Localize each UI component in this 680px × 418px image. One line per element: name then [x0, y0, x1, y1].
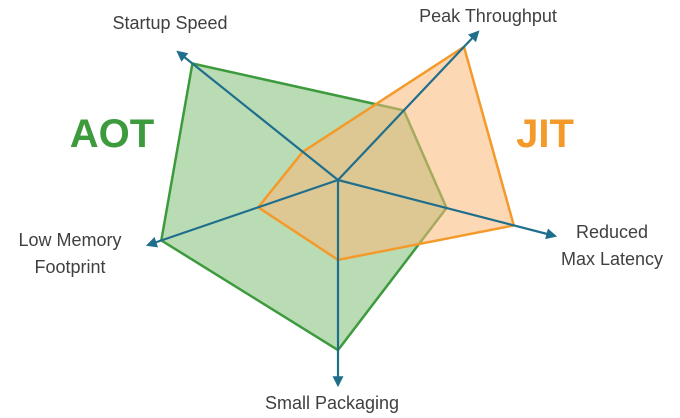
axis-line [176, 50, 339, 181]
axis-label-line: Reduced [576, 222, 648, 242]
axis-line [145, 178, 339, 248]
series-polygon-jit [256, 44, 516, 262]
axis-label: Low Memory Footprint [18, 230, 121, 277]
axis-line [337, 30, 480, 181]
axis-label-line: Small Packaging [265, 393, 399, 413]
axis-label-line: Max Latency [561, 249, 663, 269]
axis-label: Peak Throughput [419, 6, 557, 26]
axis-label: Reduced Max Latency [561, 222, 663, 269]
axis-label: Small Packaging [265, 393, 399, 413]
axis-label: Startup Speed [112, 13, 227, 33]
series-label-aot: AOT [70, 112, 154, 156]
axis-label-line: Footprint [34, 257, 105, 277]
axis-label-line: Low Memory [18, 230, 121, 250]
axis-label-line: Peak Throughput [419, 6, 557, 26]
series-label-jit: JIT [516, 112, 574, 156]
axis-line [337, 178, 558, 240]
axis-label-line: Startup Speed [112, 13, 227, 33]
